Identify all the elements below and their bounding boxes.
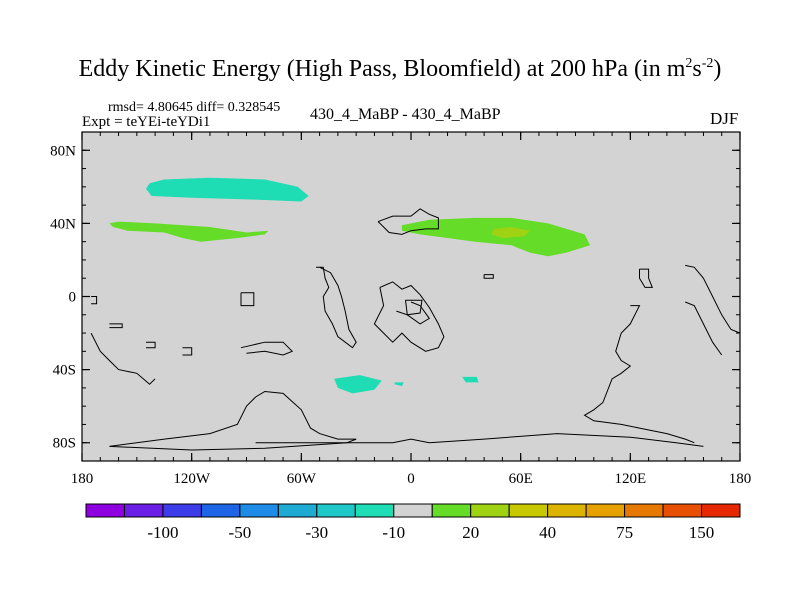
x-axis-ticks: 180 120W 60W 0 60E 120E 180 — [71, 132, 752, 487]
coastline-5 — [316, 266, 357, 349]
anomaly-region-south-atlantic-small — [394, 382, 404, 387]
x-tick-label: 120E — [614, 471, 646, 487]
colorbar-label: -30 — [305, 523, 328, 542]
y-axis-ticks: 80N 40N 0 40S 80S — [50, 143, 740, 452]
chart-title: Eddy Kinetic Energy (High Pass, Bloomfie… — [78, 56, 722, 82]
coastline-10 — [405, 299, 423, 316]
colorbar-box — [85, 503, 125, 518]
anomaly-region-indian-ocean-small — [462, 376, 479, 383]
x-tick-label: 0 — [407, 471, 415, 487]
colorbar-label: 75 — [616, 523, 633, 542]
colorbar-box — [239, 503, 279, 518]
anomaly-region-north-pacific-negative — [146, 177, 309, 202]
colorbar-label: -50 — [229, 523, 252, 542]
colorbar-box — [162, 503, 202, 518]
colorbar-label: 150 — [689, 523, 715, 542]
colorbar-box — [547, 503, 587, 518]
colorbar-box — [585, 503, 626, 518]
anomaly-region-eurasia-core — [491, 227, 530, 238]
colorbar-box — [354, 503, 395, 518]
x-tick-label: 180 — [71, 471, 94, 487]
colorbar-label: -100 — [147, 523, 178, 542]
colorbar: -100 -50 -30 -10 20 40 75 150 — [85, 503, 741, 542]
coastline-8 — [373, 281, 445, 352]
colorbar-box — [123, 503, 164, 518]
coastline-2 — [90, 332, 156, 385]
anomaly-region-eurasia-positive — [401, 217, 591, 257]
coastline-16 — [685, 301, 723, 356]
land-outlines — [90, 208, 741, 451]
experiment-label: Expt = teYEi-teYDi1 — [82, 114, 211, 130]
y-tick-label: 0 — [69, 290, 77, 306]
y-tick-label: 80S — [53, 436, 76, 452]
coastline-11 — [377, 208, 439, 235]
y-tick-label: 80N — [50, 143, 76, 159]
coastline-1 — [109, 323, 123, 329]
colorbar-label: 20 — [462, 523, 479, 542]
colorbar-box — [508, 503, 549, 518]
colorbar-box — [200, 503, 241, 518]
x-tick-label: 180 — [729, 471, 752, 487]
coastline-3 — [146, 341, 156, 349]
colorbar-box — [701, 503, 741, 518]
y-tick-label: 40S — [53, 363, 76, 379]
x-tick-label: 60W — [287, 471, 317, 487]
coastline-0 — [91, 296, 98, 305]
season-label: DJF — [710, 109, 739, 128]
anomaly-region-south-atlantic-negative — [334, 375, 382, 394]
anomaly-region-north-pacific-positive — [109, 221, 269, 242]
coastline-4 — [182, 347, 193, 356]
coastline-15 — [583, 305, 695, 444]
coastline-6 — [240, 292, 255, 307]
coastline-13 — [639, 268, 654, 288]
anomaly-regions — [109, 177, 591, 394]
coastline-14 — [685, 264, 741, 334]
x-tick-label: 120W — [173, 471, 211, 487]
y-tick-label: 40N — [50, 216, 76, 232]
x-tick-label: 60E — [509, 471, 533, 487]
colorbar-box — [470, 503, 510, 518]
coastline-17 — [109, 390, 357, 451]
coastline-12 — [483, 274, 494, 279]
colorbar-box — [277, 503, 318, 518]
colorbar-box — [624, 503, 664, 518]
coastline-18 — [255, 433, 704, 447]
colorbar-box — [431, 503, 472, 518]
colorbar-label: -10 — [382, 523, 405, 542]
comparison-label: 430_4_MaBP - 430_4_MaBP — [310, 106, 501, 123]
coastline-9 — [396, 301, 431, 325]
colorbar-box — [662, 503, 703, 518]
colorbar-label: 40 — [539, 523, 556, 542]
stats-label: rmsd= 4.80645 diff= 0.328545 — [108, 100, 281, 115]
colorbar-box — [393, 503, 433, 518]
colorbar-box — [316, 503, 356, 518]
coastline-7 — [240, 341, 294, 356]
